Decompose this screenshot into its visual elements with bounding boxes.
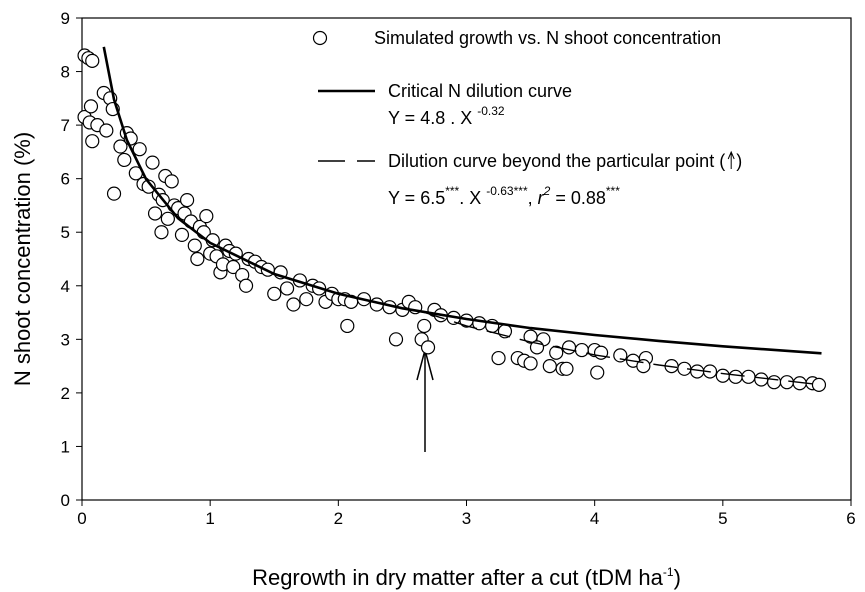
x-tick-label: 3 xyxy=(462,509,471,528)
y-tick-label: 7 xyxy=(61,116,70,135)
point xyxy=(754,372,769,387)
legend-equation-part: *** xyxy=(445,184,459,198)
point xyxy=(117,152,132,168)
point xyxy=(226,259,241,275)
point xyxy=(574,342,589,358)
x-axis-label-part: Regrowth in dry matter after a cut (tDM … xyxy=(252,565,664,590)
y-tick-label: 6 xyxy=(61,170,70,189)
legend-equation-part: -0.32 xyxy=(477,104,505,118)
x-axis-label-part: ) xyxy=(674,565,681,590)
y-tick-label: 5 xyxy=(61,223,70,242)
point xyxy=(279,281,295,296)
point xyxy=(728,369,743,384)
point xyxy=(779,375,795,390)
legend-label: Critical N dilution curve xyxy=(388,81,572,101)
point xyxy=(491,350,506,366)
legend-equation-part: 2 xyxy=(543,184,551,198)
point xyxy=(174,227,190,242)
point xyxy=(636,359,651,374)
point xyxy=(388,332,404,347)
point xyxy=(542,359,557,374)
point xyxy=(715,368,730,383)
legend-label: Simulated growth vs. N shoot concentrati… xyxy=(374,28,721,48)
y-tick-label: 4 xyxy=(61,277,70,296)
point xyxy=(267,286,282,301)
legend-equation-part: Y = 4.8 . X xyxy=(388,108,477,128)
point xyxy=(199,209,214,224)
point xyxy=(164,174,179,189)
point xyxy=(85,53,100,68)
point xyxy=(417,318,432,334)
y-tick-label: 1 xyxy=(61,437,70,456)
legend-label: Dilution curve beyond the particular poi… xyxy=(388,151,725,171)
y-tick-label: 8 xyxy=(61,63,70,82)
curve xyxy=(421,310,822,386)
x-tick-label: 5 xyxy=(718,509,727,528)
point xyxy=(85,134,100,149)
point xyxy=(286,297,301,312)
point xyxy=(83,99,99,114)
y-tick-label: 9 xyxy=(61,9,70,28)
legend-equation-part: , xyxy=(528,188,538,208)
y-tick-label: 3 xyxy=(61,330,70,349)
legend-equation-part: r xyxy=(538,188,545,208)
point xyxy=(154,225,169,240)
point xyxy=(141,179,156,194)
point xyxy=(590,365,605,380)
point xyxy=(613,348,628,363)
legend-equation-part: *** xyxy=(606,184,620,198)
point xyxy=(179,192,195,208)
point xyxy=(299,292,314,307)
legend-marker xyxy=(312,30,328,46)
point xyxy=(549,345,564,360)
point xyxy=(340,318,355,334)
x-axis-label-part: -1 xyxy=(663,565,674,579)
point xyxy=(190,251,205,267)
point xyxy=(147,206,163,221)
point xyxy=(561,340,577,355)
point xyxy=(238,278,254,293)
point xyxy=(741,369,756,384)
legend-arrow-icon xyxy=(727,150,735,169)
point xyxy=(766,375,782,390)
point xyxy=(420,340,436,355)
point xyxy=(523,356,538,371)
x-tick-label: 6 xyxy=(846,509,855,528)
x-tick-label: 2 xyxy=(334,509,343,528)
y-axis-label: N shoot concentration (%) xyxy=(10,132,35,386)
legend-equation-part: . X xyxy=(459,188,486,208)
x-tick-label: 0 xyxy=(77,509,86,528)
point xyxy=(145,155,160,170)
legend-equation-part: -0.63*** xyxy=(486,184,528,198)
x-tick-label: 1 xyxy=(205,509,214,528)
arrow xyxy=(416,347,434,452)
point xyxy=(811,377,827,392)
point xyxy=(132,142,147,157)
y-tick-label: 2 xyxy=(61,384,70,403)
y-tick-label: 0 xyxy=(61,491,70,510)
x-axis-label: Regrowth in dry matter after a cut (tDM … xyxy=(252,565,681,590)
point xyxy=(99,123,114,138)
point xyxy=(160,211,175,226)
legend-label-part: Critical N dilution curve xyxy=(388,81,572,101)
legend-equation: Y = 6.5***. X -0.63***, r2 = 0.88*** xyxy=(388,184,620,208)
point xyxy=(106,186,122,201)
legend-equation-part: Y = 6.5 xyxy=(388,188,445,208)
point xyxy=(559,361,574,376)
legend-equation: Y = 4.8 . X -0.32 xyxy=(388,104,505,128)
x-tick-label: 4 xyxy=(590,509,599,528)
point xyxy=(187,238,202,253)
legend-equation-part: = 0.88 xyxy=(550,188,606,208)
legend-label-part: Dilution curve beyond the particular poi… xyxy=(388,151,725,171)
legend-label-end: ) xyxy=(736,151,742,171)
point xyxy=(113,139,128,154)
curve xyxy=(102,46,822,355)
